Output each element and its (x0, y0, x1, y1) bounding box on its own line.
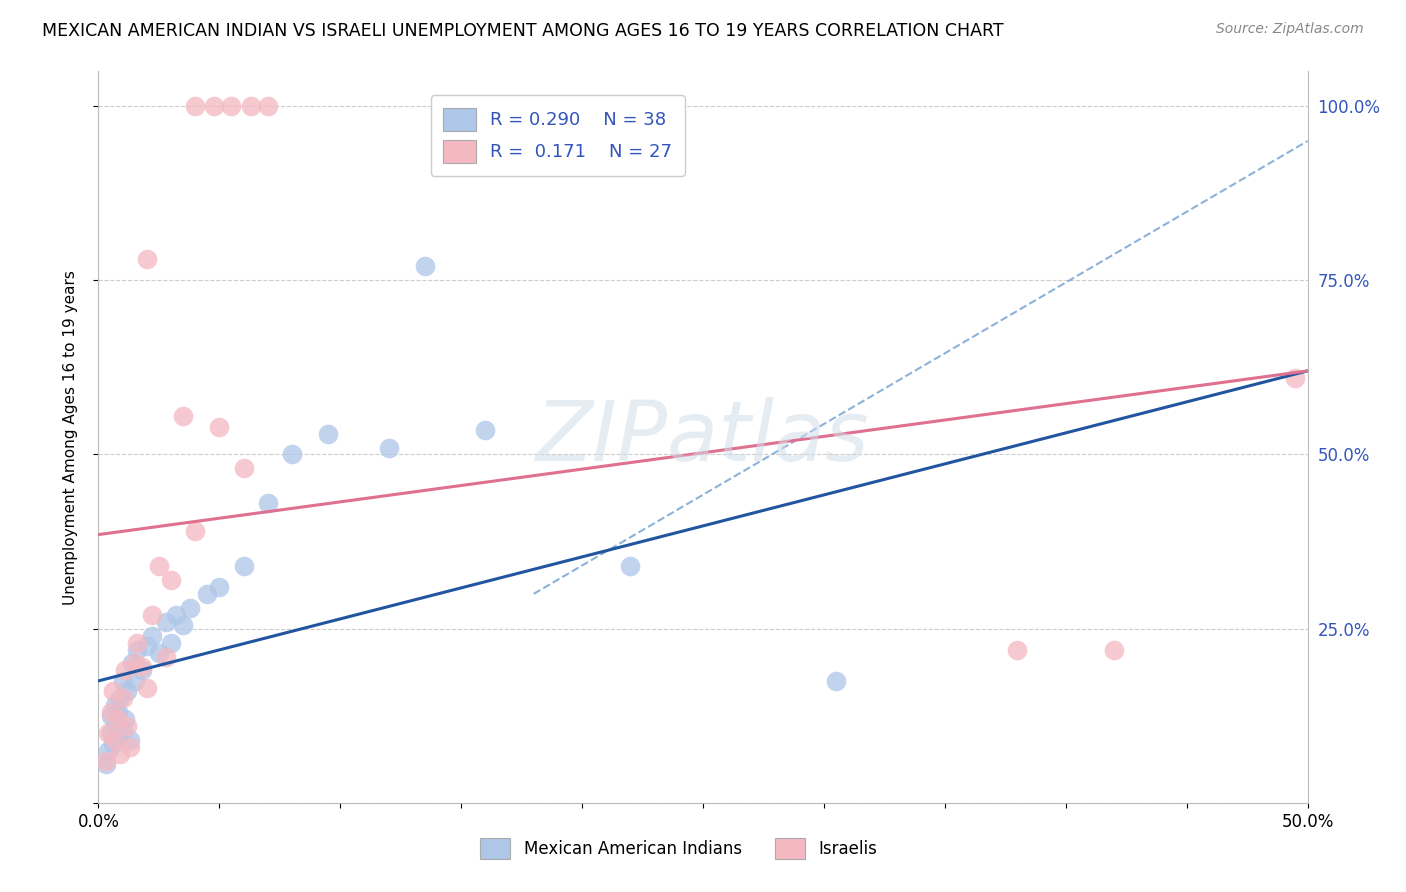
Point (141, 629, 163, 643)
Point (148, 558, 170, 573)
Text: MEXICAN AMERICAN INDIAN VS ISRAELI UNEMPLOYMENT AMONG AGES 16 TO 19 YEARS CORREL: MEXICAN AMERICAN INDIAN VS ISRAELI UNEMP… (42, 22, 1004, 40)
Point (179, 600, 201, 615)
Point (108, 691, 131, 706)
Point (107, 730, 129, 744)
Point (184, 99, 207, 113)
Point (94, 757, 117, 772)
Point (111, 673, 134, 688)
Point (135, 639, 157, 653)
Point (232, 461, 254, 475)
Point (127, 635, 149, 649)
Point (619, 558, 641, 573)
Point (107, 712, 129, 726)
Point (195, 587, 218, 601)
Point (165, 607, 187, 622)
Point (97, 726, 120, 740)
Text: Source: ZipAtlas.com: Source: ZipAtlas.com (1216, 22, 1364, 37)
Point (108, 747, 131, 761)
Point (124, 657, 146, 671)
Text: ZIPatlas: ZIPatlas (536, 397, 870, 477)
Point (107, 705, 129, 719)
Point (172, 409, 194, 424)
Point (184, 524, 207, 538)
Point (127, 642, 149, 657)
Point (155, 615, 177, 629)
Point (155, 649, 177, 664)
Point (94, 754, 117, 768)
Point (101, 737, 124, 751)
Point (101, 684, 124, 698)
Point (239, 99, 262, 113)
Point (208, 580, 231, 594)
Point (208, 419, 231, 434)
Point (316, 426, 339, 441)
Point (474, 423, 496, 437)
Point (97, 743, 120, 757)
Point (825, 673, 848, 688)
Point (232, 558, 254, 573)
Point (141, 607, 163, 622)
Point (114, 664, 136, 678)
Point (204, 99, 226, 113)
Y-axis label: Unemployment Among Ages 16 to 19 years: Unemployment Among Ages 16 to 19 years (63, 269, 77, 605)
Point (148, 646, 170, 660)
Point (135, 681, 157, 695)
Point (131, 664, 153, 678)
Point (1102, 642, 1125, 657)
Point (377, 441, 399, 455)
Point (117, 719, 139, 733)
Point (256, 496, 278, 510)
Point (104, 733, 127, 747)
Point (104, 698, 127, 713)
Point (100, 708, 122, 723)
Point (1007, 642, 1029, 657)
Point (124, 673, 146, 688)
Point (118, 733, 141, 747)
Point (131, 660, 153, 674)
Point (117, 684, 139, 698)
Point (111, 691, 134, 706)
Point (413, 260, 436, 274)
Point (160, 635, 183, 649)
Point (221, 99, 243, 113)
Point (172, 618, 194, 632)
Point (160, 573, 183, 587)
Point (135, 252, 157, 267)
Point (121, 657, 143, 671)
Legend: Mexican American Indians, Israelis: Mexican American Indians, Israelis (472, 830, 886, 868)
Point (111, 723, 134, 737)
Point (104, 719, 127, 733)
Point (118, 740, 141, 755)
Point (100, 726, 122, 740)
Point (114, 712, 136, 726)
Point (100, 705, 122, 719)
Point (1284, 371, 1306, 385)
Point (281, 448, 304, 462)
Point (256, 99, 278, 113)
